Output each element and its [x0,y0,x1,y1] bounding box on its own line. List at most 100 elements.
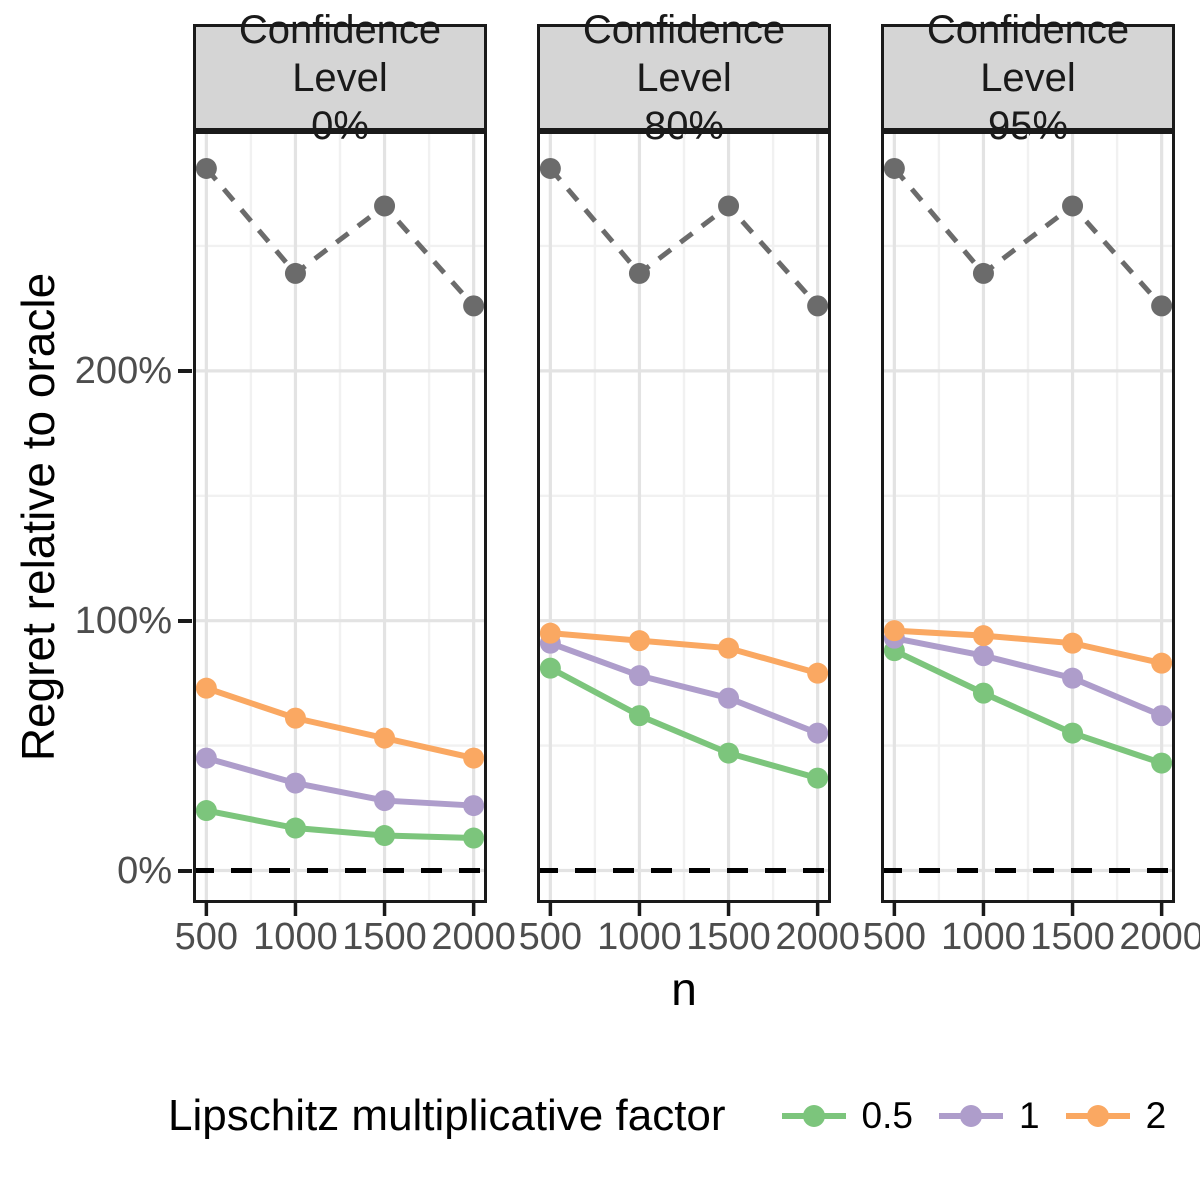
series-line-unlabeled-reference [892,166,1164,308]
y-tick-mark [178,368,192,373]
series-point-unlabeled-reference [463,295,485,317]
x-tick-label: 500 [518,916,583,958]
series-point-unlabeled-reference [374,195,396,217]
facet-panel-2: Confidence Level 95% [881,8,1175,917]
plot-area-0 [193,131,487,916]
x-tick-label: 1500 [342,916,427,958]
x-tick-label: 500 [862,916,927,958]
series-line-2 [550,630,819,677]
series-point-2 [883,620,905,642]
x-tick-label: 1500 [1030,916,1115,958]
panel-border [537,131,831,903]
series-point-1 [1062,667,1084,689]
y-tick-label: 0% [117,849,172,892]
y-axis-title: Regret relative to oracle [12,272,64,762]
legend-item-2: 2 [1065,1090,1167,1142]
series-point-unlabeled-reference [539,157,561,179]
series-point-0.5 [628,705,650,727]
facet-strip-1: Confidence Level 80% [537,8,831,148]
facet-panel-1: Confidence Level 80% [537,8,831,917]
y-tick-label: 200% [74,349,172,392]
series-point-0.5 [807,767,829,789]
series-point-2 [539,622,561,644]
x-tick-label: 500 [174,916,239,958]
series-line-0.5 [893,647,1163,766]
legend-item-label: 0.5 [861,1095,913,1136]
x-tick-label: 1000 [941,916,1026,958]
series-point-2 [972,625,994,647]
series-point-0.5 [1062,722,1084,744]
series-point-2 [718,637,740,659]
series-point-2 [628,630,650,652]
x-axis-title: n [671,963,697,1015]
series-point-unlabeled-reference [1151,295,1173,317]
series-point-unlabeled-reference [195,157,217,179]
series-point-2 [195,677,217,699]
facet-strip-line1: Confidence Level [238,7,442,100]
x-tick-label: 1000 [253,916,338,958]
series-point-unlabeled-reference [883,157,905,179]
legend-title: Lipschitz multiplicative factor [168,1091,726,1140]
legend-item-0.5: 0.5 [781,1090,913,1142]
legend: Lipschitz multiplicative factor 0.5 1 2 [168,1090,1166,1142]
plot-area-1 [537,131,831,916]
series-point-2 [284,707,306,729]
series-point-0.5 [718,742,740,764]
series-line-2 [894,627,1163,667]
series-point-1 [718,687,740,709]
legend-key-point [959,1105,982,1127]
plot-area-2 [881,131,1175,916]
legend-item-label: 2 [1145,1095,1167,1136]
series-point-unlabeled-reference [807,295,829,317]
legend-item-1: 1 [938,1090,1040,1142]
series-point-0.5 [195,800,217,822]
x-tick-label: 1000 [597,916,682,958]
series-point-1 [374,790,396,812]
facet-strip-0: Confidence Level 0% [193,8,487,148]
y-tick-mark [178,618,192,623]
x-tick-label: 2000 [1119,916,1200,958]
series-point-0.5 [972,682,994,704]
x-tick-label: 2000 [431,916,516,958]
legend-key-icon [781,1105,846,1127]
x-tick-label: 1500 [686,916,771,958]
series-point-2 [807,662,829,684]
series-point-unlabeled-reference [284,262,306,284]
legend-item-label: 1 [1018,1095,1040,1136]
series-point-0.5 [1151,752,1173,774]
facet-strip-line1: Confidence Level [926,7,1130,100]
series-point-1 [628,665,650,687]
series-point-1 [284,772,306,794]
series-point-unlabeled-reference [718,195,740,217]
legend-key-point [1086,1105,1109,1127]
series-point-0.5 [284,817,306,839]
panel-border [193,131,487,903]
series-point-0.5 [463,827,485,849]
series-point-unlabeled-reference [628,262,650,284]
series-point-1 [195,747,217,769]
series-line-2 [205,685,475,762]
panel-border [881,131,1175,903]
series-line-0.5 [548,665,819,781]
series-point-1 [807,722,829,744]
legend-key-icon [1065,1105,1130,1127]
series-line-1 [205,755,474,809]
series-point-2 [463,747,485,769]
series-point-1 [1151,705,1173,727]
x-tick-label: 2000 [775,916,860,958]
series-point-1 [463,795,485,817]
series-point-0.5 [539,657,561,679]
series-point-0.5 [374,825,396,847]
series-line-1 [893,635,1163,719]
series-line-0.5 [205,807,474,842]
facet-strip-line1: Confidence Level [582,7,786,100]
y-tick-mark [178,868,192,873]
series-line-unlabeled-reference [204,166,476,308]
y-tick-label: 100% [74,599,172,642]
facet-strip-2: Confidence Level 95% [881,8,1175,148]
series-point-2 [374,727,396,749]
legend-key-point [802,1105,825,1127]
series-point-1 [972,645,994,667]
series-line-1 [549,640,819,736]
